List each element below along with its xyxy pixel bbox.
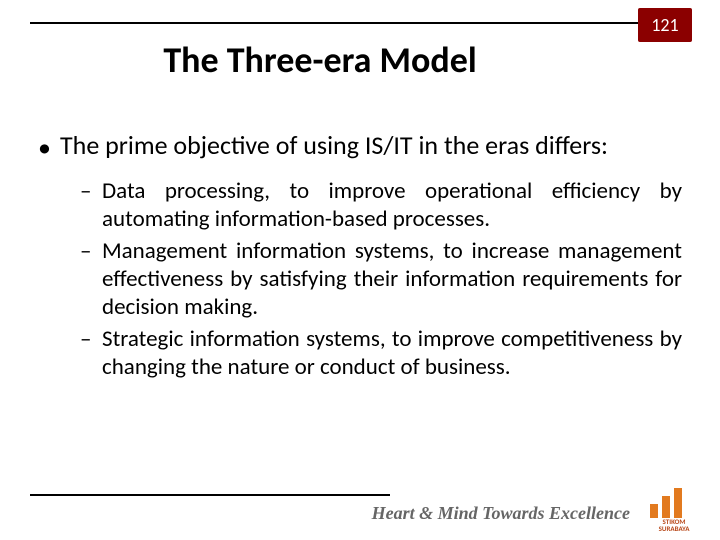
slide: 121 The Three-era Model • The prime obje… <box>0 0 720 540</box>
bullet-level2-text: Strategic information systems, to improv… <box>102 325 682 381</box>
slide-title: The Three-era Model <box>60 38 580 82</box>
footer-tagline: Heart & Mind Towards Excellence <box>372 503 630 524</box>
logo-bar-icon <box>674 488 682 518</box>
bullet-level2: – Data processing, to improve operationa… <box>80 177 682 233</box>
bullet-level2: – Strategic information systems, to impr… <box>80 325 682 381</box>
page-number: 121 <box>651 14 678 36</box>
logo-subtext: SURABAYA <box>659 524 690 533</box>
logo-caption: STIKOM SURABAYA <box>644 518 704 532</box>
page-number-badge: 121 <box>638 8 692 42</box>
bullet-level1-text: The prime objective of using IS/IT in th… <box>60 130 682 161</box>
logo-bar-icon <box>662 496 670 518</box>
bullet-level2-text: Management information systems, to incre… <box>102 237 682 321</box>
stikom-logo: STIKOM SURABAYA <box>644 482 704 532</box>
bullet-level2-text: Data processing, to improve operational … <box>102 177 682 233</box>
bullet-level1: • The prime objective of using IS/IT in … <box>38 130 682 163</box>
slide-body: • The prime objective of using IS/IT in … <box>38 130 682 385</box>
top-divider <box>30 22 690 24</box>
bottom-divider <box>30 494 390 496</box>
bullet-level2: – Management information systems, to inc… <box>80 237 682 321</box>
bullet-dot-icon: • <box>38 130 60 163</box>
bullet-dash-icon: – <box>80 177 102 205</box>
logo-bar-icon <box>650 504 658 518</box>
bullet-dash-icon: – <box>80 325 102 353</box>
sub-bullet-list: – Data processing, to improve operationa… <box>80 177 682 381</box>
bullet-dash-icon: – <box>80 237 102 265</box>
